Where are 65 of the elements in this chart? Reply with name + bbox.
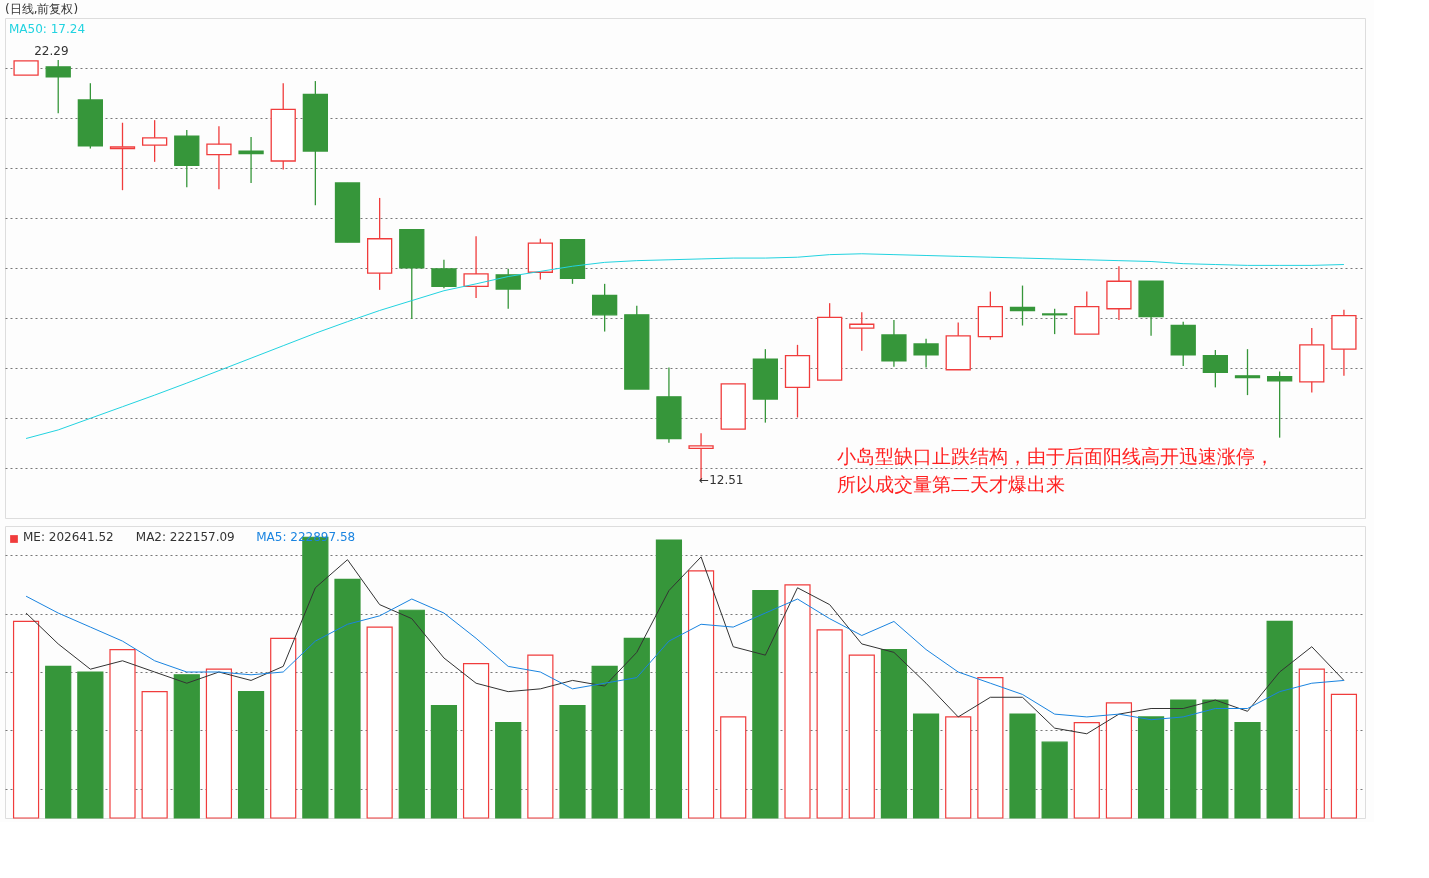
candlestick	[1202, 349, 1229, 389]
bar	[1298, 668, 1325, 819]
bar	[334, 578, 361, 819]
text: MA2: 222157.09	[135, 530, 235, 544]
bar	[1234, 721, 1261, 819]
candlestick	[849, 311, 875, 352]
bar	[559, 705, 586, 819]
bar	[1073, 721, 1100, 819]
bar	[270, 637, 297, 819]
bar	[462, 662, 490, 819]
bar	[1009, 713, 1036, 819]
bar	[848, 654, 875, 819]
bar	[237, 691, 265, 819]
bar	[945, 716, 972, 819]
bar	[173, 674, 200, 819]
bar	[398, 609, 425, 819]
annotation: 所以成交量第二天才爆出来	[837, 473, 1066, 495]
bar	[1170, 699, 1197, 819]
candlestick	[1234, 348, 1261, 396]
bar	[205, 668, 233, 819]
bar	[12, 620, 40, 819]
candlestick	[1041, 308, 1068, 335]
bar	[1202, 699, 1229, 819]
bar	[623, 637, 650, 819]
bar	[591, 665, 618, 819]
bar	[109, 648, 136, 819]
bar	[1105, 702, 1133, 819]
bar	[77, 671, 104, 819]
bar	[977, 677, 1004, 819]
bar	[687, 570, 715, 819]
bar	[912, 713, 940, 819]
bar	[720, 716, 747, 819]
candlestick	[1266, 370, 1293, 439]
candlestick	[1009, 284, 1036, 327]
annotation: ←12.51	[699, 473, 744, 488]
bar	[784, 584, 811, 819]
candlestick	[591, 283, 618, 333]
bar	[1266, 620, 1293, 819]
candlestick	[238, 136, 264, 184]
bar	[1041, 741, 1068, 819]
bar	[527, 654, 554, 819]
text: 22.29	[34, 44, 69, 59]
bar	[816, 629, 843, 819]
bar	[752, 589, 779, 819]
text: MA50: 17.24	[9, 22, 86, 36]
text: MA5: 222897.58	[256, 530, 356, 544]
candlestick	[913, 338, 939, 369]
legend-label: ME: 202641.52	[23, 530, 114, 544]
bar	[880, 648, 908, 819]
bar	[45, 665, 72, 819]
candlestick	[431, 259, 457, 289]
bar	[495, 721, 522, 819]
chart-title: (日线,前复权)	[5, 2, 79, 16]
bar	[655, 539, 683, 819]
bar	[1137, 716, 1165, 819]
bar	[1330, 693, 1358, 819]
candlestick	[109, 122, 136, 191]
bar	[141, 691, 168, 819]
candlestick	[463, 235, 489, 299]
bar	[366, 626, 393, 819]
annotation: 小岛型缺口止跌结构，由于后面阳线高开迅速涨停，	[837, 445, 1275, 467]
candlestick	[141, 119, 168, 163]
candlestick	[45, 59, 71, 114]
candlestick	[206, 125, 232, 190]
bar	[430, 705, 458, 819]
